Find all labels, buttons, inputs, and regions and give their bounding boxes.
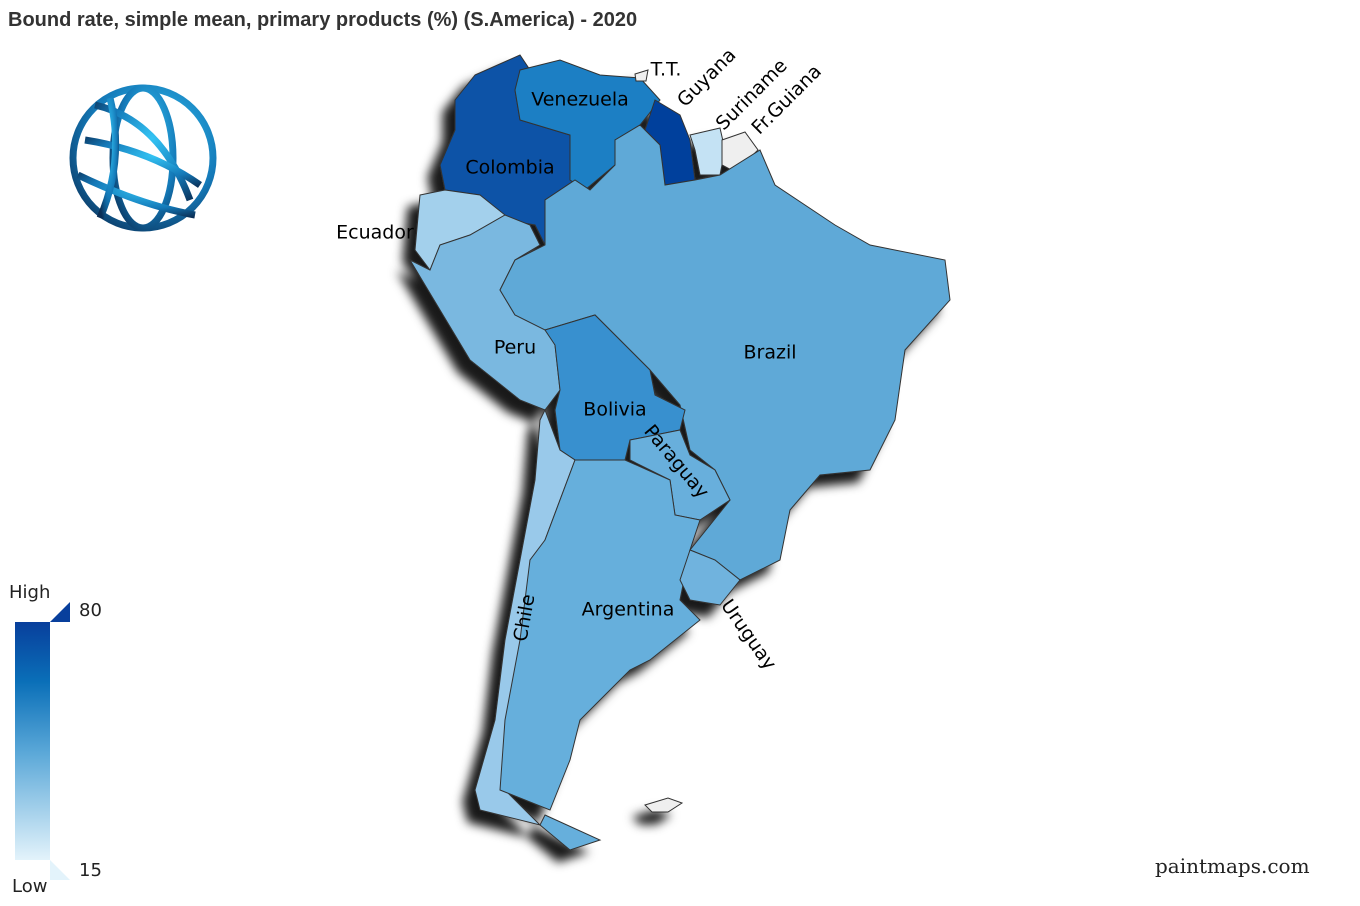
country-label: Uruguay (716, 595, 780, 674)
title: Bound rate, simple mean, primary product… (8, 9, 637, 31)
country (689, 127, 726, 176)
country-label: Bolivia (583, 399, 646, 421)
tierra-del-fuego (539, 814, 602, 851)
country (679, 549, 741, 606)
legend-high: High (9, 582, 50, 603)
country-label: Argentina (582, 599, 675, 621)
credit: paintmaps.com (1155, 854, 1310, 878)
legend-low: Low (12, 876, 47, 897)
country-label: T.T. (650, 59, 682, 81)
country (499, 459, 701, 811)
falklands (644, 797, 684, 813)
country-label: Venezuela (531, 89, 629, 111)
country-label: Brazil (743, 342, 796, 364)
legend-low-mark (50, 860, 70, 880)
country (544, 314, 686, 461)
country-label: Colombia (465, 157, 554, 179)
legend-min: 15 (79, 860, 102, 881)
legend-max: 80 (79, 600, 102, 621)
country (634, 69, 649, 82)
land (408, 54, 951, 851)
country (629, 429, 731, 521)
legend-bar (15, 622, 50, 860)
legend: High 80 15 Low (9, 582, 102, 897)
legend-high-mark (50, 602, 70, 622)
logo (69, 84, 217, 232)
country-label: Peru (494, 337, 536, 359)
country-label: Ecuador (336, 222, 414, 244)
